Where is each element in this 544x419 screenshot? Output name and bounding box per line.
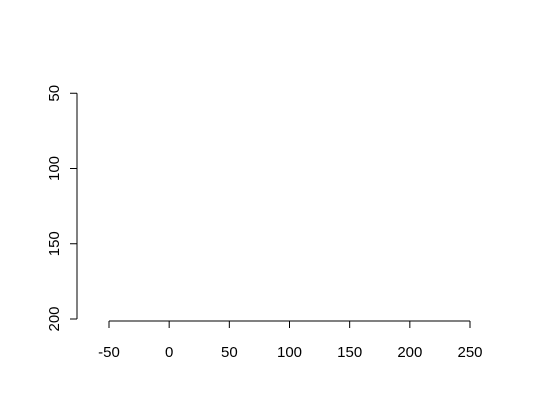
x-tick-label: 100 xyxy=(277,344,302,361)
x-tick-label: -50 xyxy=(98,344,120,361)
x-tick-label: 0 xyxy=(165,344,173,361)
y-tick-label: 100 xyxy=(46,156,63,181)
x-tick-label: 200 xyxy=(397,344,422,361)
x-tick-label: 150 xyxy=(337,344,362,361)
y-axis: 50 100 150 200 xyxy=(46,85,78,332)
y-tick-label: 200 xyxy=(46,306,63,331)
x-tick-label: 250 xyxy=(457,344,482,361)
y-tick-label: 50 xyxy=(46,85,63,102)
x-axis: -50 0 50 100 150 200 250 xyxy=(98,320,483,361)
x-tick-label: 50 xyxy=(221,344,238,361)
y-tick-label: 150 xyxy=(46,231,63,256)
